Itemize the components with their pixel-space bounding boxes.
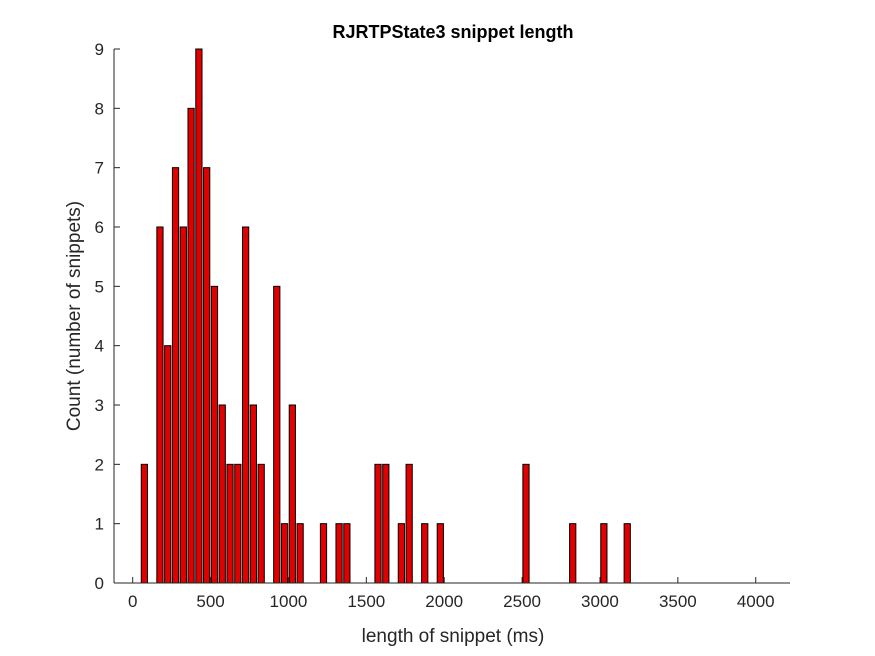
histogram-bar	[569, 523, 577, 584]
histogram-bar	[203, 167, 211, 584]
x-tick-label: 2500	[503, 592, 541, 611]
x-axis-label: length of snippet (ms)	[362, 626, 545, 647]
y-tick-label: 2	[95, 455, 104, 474]
histogram-bar	[156, 226, 164, 584]
bars-group	[140, 48, 631, 584]
histogram-bar	[226, 463, 234, 584]
histogram-bar	[273, 285, 281, 584]
histogram-bar	[249, 404, 258, 584]
histogram-bar	[171, 167, 180, 584]
y-tick-label: 4	[95, 337, 104, 356]
histogram-bar	[421, 523, 429, 584]
histogram-bar	[234, 463, 242, 584]
x-tick-label: 4000	[737, 592, 775, 611]
histogram-bar	[436, 523, 444, 584]
histogram-bar	[218, 404, 226, 584]
x-ticks-group: 0 500 1000 1500 2000 2500 3000 3500 4000	[128, 577, 775, 611]
histogram-bar	[280, 523, 289, 584]
y-tick-label: 5	[95, 277, 104, 296]
y-tick-label: 8	[95, 99, 104, 118]
histogram-bar	[522, 463, 530, 584]
histogram-bar	[343, 523, 351, 584]
histogram-bar	[382, 463, 390, 584]
x-tick-label: 500	[196, 592, 224, 611]
histogram-bar	[179, 226, 187, 584]
y-ticks-group: 0 1 2 3 4 5 6 7 8 9	[95, 40, 120, 593]
y-tick-label: 1	[95, 515, 104, 534]
y-axis-label: Count (number of snippets)	[64, 201, 85, 431]
x-tick-label: 3000	[581, 592, 619, 611]
histogram-bar	[600, 523, 608, 584]
x-tick-label: 1500	[347, 592, 385, 611]
histogram-bar	[242, 226, 250, 584]
y-tick-label: 3	[95, 396, 104, 415]
plot-area: 0 500 1000 1500 2000 2500 3000 3500 4000 0 1 2 3 4 5 6…	[95, 40, 790, 611]
x-tick-label: 3500	[659, 592, 697, 611]
histogram-bar	[257, 463, 265, 584]
x-tick-label: 0	[128, 592, 137, 611]
histogram-bar	[405, 463, 413, 584]
histogram-bar	[319, 523, 328, 584]
y-tick-label: 6	[95, 218, 104, 237]
histogram-bar	[397, 523, 405, 584]
y-tick-label: 7	[95, 159, 104, 178]
x-tick-label: 2000	[425, 592, 463, 611]
chart-title: RJRTPState3 snippet length	[332, 22, 573, 42]
histogram-bar	[335, 523, 343, 584]
y-tick-label: 9	[95, 40, 104, 59]
histogram-bar	[195, 48, 203, 584]
y-tick-label: 0	[95, 574, 104, 593]
histogram-bar	[623, 523, 631, 584]
histogram-bar	[164, 345, 172, 584]
histogram-bar	[296, 523, 304, 584]
histogram-bar	[210, 285, 219, 584]
histogram-bar	[140, 463, 148, 584]
x-tick-label: 1000	[270, 592, 308, 611]
histogram-bar	[187, 107, 195, 584]
histogram-bar	[374, 463, 382, 584]
histogram-bar	[288, 404, 296, 584]
